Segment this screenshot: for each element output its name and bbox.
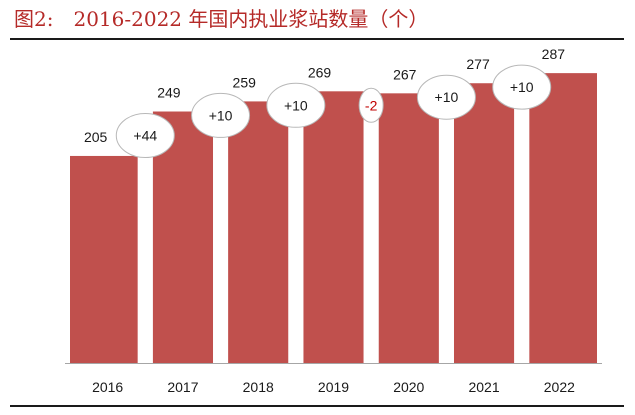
bar-2019 bbox=[303, 91, 364, 363]
value-label-2018: 259 bbox=[233, 74, 257, 90]
figure-title: 图2: 2016-2022 年国内执业浆站数量（个） bbox=[14, 2, 428, 36]
x-tick-label-2018: 2018 bbox=[243, 379, 274, 395]
change-bubble-6: +10 bbox=[492, 64, 552, 110]
x-tick-label-2016: 2016 bbox=[92, 379, 123, 395]
x-tick-label-2017: 2017 bbox=[167, 379, 198, 395]
change-label: +44 bbox=[133, 128, 157, 144]
change-label: +10 bbox=[510, 79, 534, 95]
figure-label: 图2: bbox=[14, 7, 54, 31]
bar-2016 bbox=[70, 155, 138, 363]
bar-separator-3 bbox=[288, 91, 304, 363]
bar-separator-2 bbox=[213, 101, 229, 363]
change-bubble-shape bbox=[492, 64, 552, 110]
value-label-2022: 287 bbox=[542, 46, 566, 62]
change-bubble-3: +10 bbox=[266, 82, 326, 128]
change-bubble-shape bbox=[416, 74, 476, 120]
change-bubble-shape bbox=[266, 82, 326, 128]
x-tick-label-2020: 2020 bbox=[393, 379, 424, 395]
x-tick-label-2019: 2019 bbox=[318, 379, 349, 395]
value-labels: 205 249 259 269 267 277 287 bbox=[84, 46, 565, 145]
bar-2020 bbox=[378, 93, 439, 363]
x-tick-label-2022: 2022 bbox=[544, 379, 575, 395]
bar-separator-5 bbox=[438, 83, 454, 363]
change-bubble-2: +10 bbox=[191, 92, 251, 138]
x-tick-label-2021: 2021 bbox=[468, 379, 499, 395]
bar-separator-4 bbox=[363, 91, 379, 363]
x-tick-labels: 2016 2017 2018 2019 2020 2021 2022 bbox=[92, 379, 575, 395]
value-label-2020: 267 bbox=[393, 66, 417, 82]
figure-title-text: 2016-2022 年国内执业浆站数量（个） bbox=[73, 7, 429, 31]
change-bubble-1: +44 bbox=[115, 113, 175, 159]
top-rule bbox=[10, 38, 624, 40]
bar-2022 bbox=[529, 73, 597, 363]
bar-2021 bbox=[453, 83, 515, 363]
value-label-2019: 269 bbox=[308, 64, 332, 80]
change-label: +10 bbox=[435, 89, 459, 105]
bar-separator-1 bbox=[137, 111, 153, 363]
change-bubble-shape bbox=[358, 87, 384, 123]
change-bubble-5: +10 bbox=[416, 74, 476, 120]
change-bubbles: +44 +10 +10 -2 +10 +10 bbox=[115, 64, 552, 159]
change-bubble-shape bbox=[115, 113, 175, 159]
value-label-2016: 205 bbox=[84, 129, 108, 145]
bar-separator-6 bbox=[514, 73, 530, 363]
change-label: -2 bbox=[365, 97, 378, 113]
change-label: +10 bbox=[209, 107, 233, 123]
bottom-rule bbox=[10, 405, 624, 407]
value-label-2017: 249 bbox=[157, 85, 181, 101]
value-label-2021: 277 bbox=[466, 56, 490, 72]
change-label: +10 bbox=[284, 97, 308, 113]
change-bubble-shape bbox=[191, 92, 251, 138]
bar-2018 bbox=[228, 101, 289, 363]
bars-group bbox=[70, 73, 597, 363]
change-bubble-4: -2 bbox=[358, 87, 384, 123]
